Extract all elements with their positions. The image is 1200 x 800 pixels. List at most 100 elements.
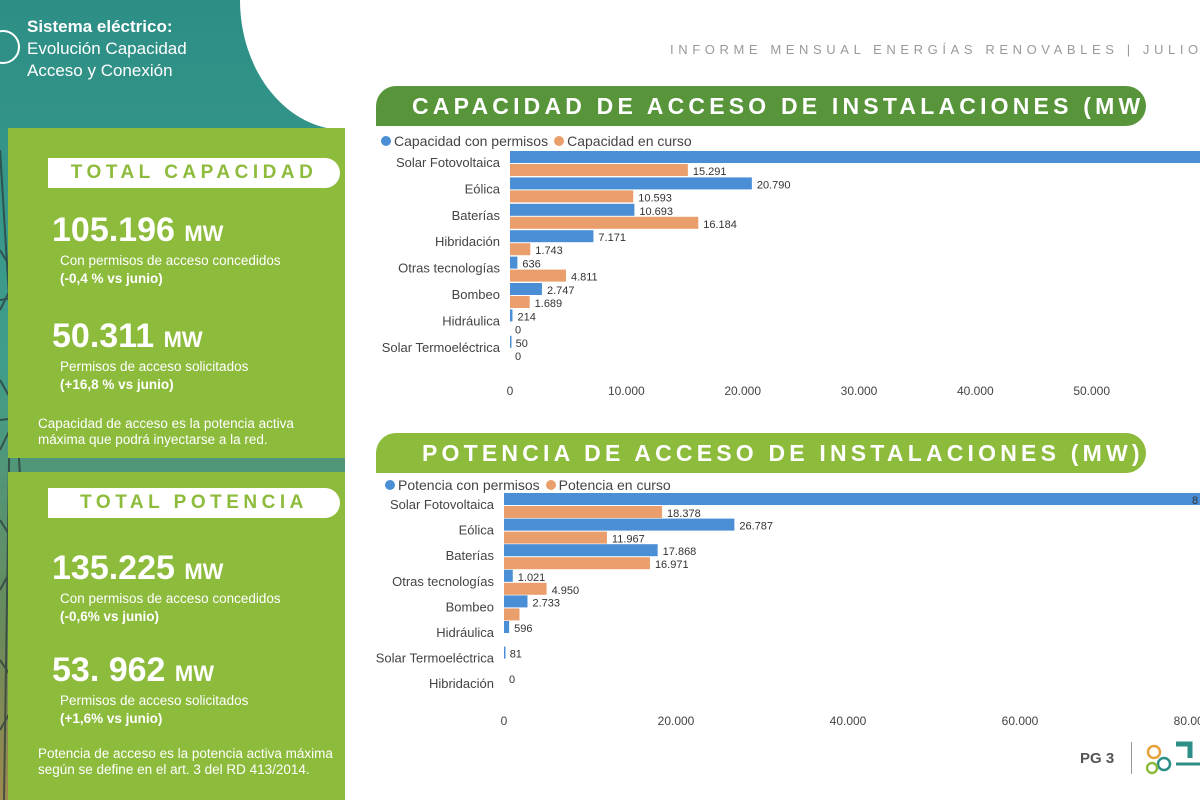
x-tick-label: 60.000 [1002, 714, 1039, 728]
chart-capacidad: Solar Fotovoltaica 15.291 Eólica 20.790 10.5… [382, 151, 1200, 398]
capacidad-requested-change: (+16,8 % vs junio) [60, 377, 174, 392]
x-tick-label: 30.000 [841, 384, 878, 398]
data-label: 17.868 [663, 546, 697, 558]
data-label: 81 [510, 649, 522, 661]
category-label: Otras tecnologías [398, 261, 500, 276]
capacidad-requested-label: Permisos de acceso solicitados [60, 359, 249, 374]
potencia-granted-change: (-0,6% vs junio) [60, 609, 160, 624]
bar-in-progress [510, 243, 531, 256]
data-label: 50 [516, 338, 528, 350]
legend-item-in-progress: Capacidad en curso [554, 133, 692, 149]
data-label: 1.689 [535, 298, 563, 310]
data-label: 16.184 [703, 219, 737, 231]
potencia-requested-desc: Permisos de acceso solicitados (+1,6% vs… [60, 692, 248, 728]
data-label: 214 [517, 311, 535, 323]
capacidad-requested-number: 50.311 [52, 317, 155, 355]
chart-potencia: Solar Fotovoltaica 8 18.378 Eólica 26.787 11.… [376, 493, 1200, 728]
data-label: 26.787 [739, 521, 773, 533]
x-tick-label: 20.000 [724, 384, 761, 398]
legend-item-granted: Potencia con permisos [385, 477, 540, 493]
potencia-granted-label: Con permisos de acceso concedidos [60, 591, 281, 606]
bar-granted [504, 518, 735, 531]
capacidad-note: Capacidad de acceso es la potencia activ… [38, 416, 294, 447]
bar-granted [504, 595, 528, 608]
bar-in-progress [510, 269, 566, 282]
potencia-granted-value: 135.225 MW [52, 550, 223, 590]
data-label: 11.967 [612, 534, 645, 546]
bar-granted [504, 493, 1200, 505]
data-label: 596 [514, 623, 532, 635]
x-tick-label: 50.000 [1073, 384, 1110, 398]
legend-item-in-progress: Potencia en curso [545, 477, 671, 493]
capacidad-requested-value: 50.311 MW [52, 318, 203, 358]
category-label: Bombeo [446, 599, 494, 614]
data-label: 4.950 [552, 585, 580, 597]
total-potencia-title: TOTAL POTENCIA [48, 488, 340, 518]
bar-granted [510, 230, 594, 243]
total-capacidad-title: TOTAL CAPACIDAD [48, 158, 340, 188]
data-label: 0 [515, 324, 521, 336]
potencia-granted-desc: Con permisos de acceso concedidos (-0,6%… [60, 590, 281, 626]
category-label: Hibridación [429, 676, 494, 691]
section-title: Sistema eléctrico: Evolución Capacidad A… [27, 16, 237, 82]
data-label: 10.593 [638, 192, 672, 204]
potencia-requested-unit: MW [174, 661, 214, 686]
data-label: 20.790 [757, 179, 791, 191]
x-tick-label: 20.000 [658, 714, 695, 728]
legend-item-granted: Capacidad con permisos [381, 133, 548, 149]
capacidad-granted-number: 105.196 [52, 211, 175, 249]
potencia-requested-value: 53. 962 MW [52, 652, 214, 692]
potencia-granted-unit: MW [184, 559, 224, 584]
bar-granted [504, 646, 506, 659]
x-tick-label: 0 [501, 714, 508, 728]
company-logo-icon [1146, 741, 1200, 775]
bar-in-progress [510, 190, 634, 203]
bar-in-progress [504, 582, 547, 595]
category-label: Solar Termoeléctrica [382, 340, 501, 355]
potencia-requested-change: (+1,6% vs junio) [60, 711, 163, 726]
x-tick-label: 40.000 [830, 714, 867, 728]
category-label: Hibridación [435, 234, 500, 249]
bar-in-progress [510, 164, 688, 176]
footer-divider [1131, 742, 1132, 774]
bar-in-progress [504, 608, 520, 621]
legend-label-in-progress: Capacidad en curso [567, 133, 692, 149]
potencia-requested-number: 53. 962 [52, 651, 166, 689]
x-tick-label: 10.000 [608, 384, 645, 398]
data-label: 10.693 [639, 206, 673, 218]
data-label: 4.811 [571, 272, 598, 284]
section-title-line2: Evolución Capacidad [27, 39, 187, 58]
data-label: 2.733 [533, 597, 561, 609]
chart-capacidad-title: CAPACIDAD DE ACCESO DE INSTALACIONES (MW… [376, 86, 1152, 126]
legend-label-granted: Potencia con permisos [398, 477, 540, 493]
bar-granted [510, 309, 513, 322]
chart-capacidad-legend: Capacidad con permisos Capacidad en curs… [381, 132, 698, 150]
data-label: 636 [522, 259, 540, 271]
capacidad-granted-value: 105.196 MW [52, 212, 223, 252]
report-header: INFORME MENSUAL ENERGÍAS RENOVABLES | JU… [670, 42, 1200, 57]
bar-granted [510, 256, 518, 269]
data-label: 7.171 [598, 232, 626, 244]
legend-dot-orange-icon [554, 136, 565, 146]
bar-in-progress [504, 531, 607, 544]
legend-label-in-progress: Potencia en curso [558, 477, 671, 493]
data-label: 16.971 [655, 559, 689, 571]
capacidad-requested-unit: MW [163, 327, 203, 352]
category-label: Baterías [446, 548, 495, 563]
data-label: 15.291 [693, 166, 727, 178]
category-label: Baterías [452, 208, 501, 223]
bar-in-progress [504, 557, 650, 570]
category-label: Solar Fotovoltaica [390, 497, 495, 512]
data-label: 0 [509, 674, 515, 686]
category-label: Hidráulica [436, 625, 495, 640]
page-number: PG 3 [1080, 750, 1115, 767]
legend-dot-blue-icon [385, 480, 395, 490]
data-label: 8 [1192, 495, 1198, 507]
category-label: Bombeo [452, 287, 500, 302]
chart-potencia-title: POTENCIA DE ACCESO DE INSTALACIONES (MW) [376, 433, 1146, 473]
capacidad-granted-change: (-0,4 % vs junio) [60, 271, 163, 286]
capacidad-granted-unit: MW [184, 221, 224, 246]
x-tick-label: 80.000 [1174, 714, 1200, 728]
category-label: Solar Fotovoltaica [396, 155, 501, 170]
category-label: Otras tecnologías [392, 574, 494, 589]
